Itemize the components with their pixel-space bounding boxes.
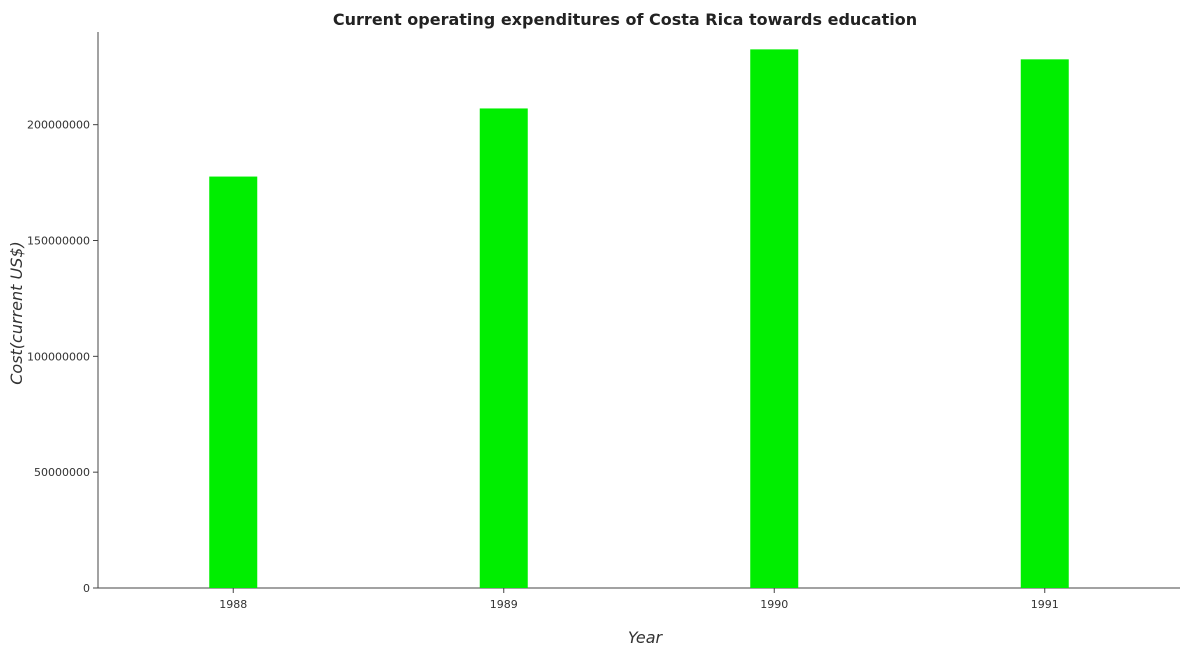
x-tick-label: 1990 bbox=[760, 598, 788, 611]
y-axis-label: Cost(current US$) bbox=[7, 241, 26, 385]
x-axis-label: Year bbox=[628, 628, 664, 647]
y-tick-label: 0 bbox=[83, 582, 90, 595]
y-tick-label: 50000000 bbox=[34, 466, 90, 479]
x-tick-label: 1989 bbox=[490, 598, 518, 611]
bar-1989 bbox=[479, 108, 528, 588]
bar-1991 bbox=[1020, 59, 1069, 588]
x-tick-label: 1988 bbox=[219, 598, 247, 611]
chart-title: Current operating expenditures of Costa … bbox=[333, 10, 917, 29]
y-tick-label: 100000000 bbox=[27, 350, 90, 363]
plot-area: 0 50000000 100000000 150000000 200000000 1988… bbox=[27, 32, 1180, 611]
bar-1990 bbox=[750, 49, 799, 588]
x-tick-label: 1991 bbox=[1031, 598, 1059, 611]
bar-1988 bbox=[209, 176, 258, 588]
y-tick-label: 200000000 bbox=[27, 119, 90, 132]
y-tick-label: 150000000 bbox=[27, 235, 90, 248]
